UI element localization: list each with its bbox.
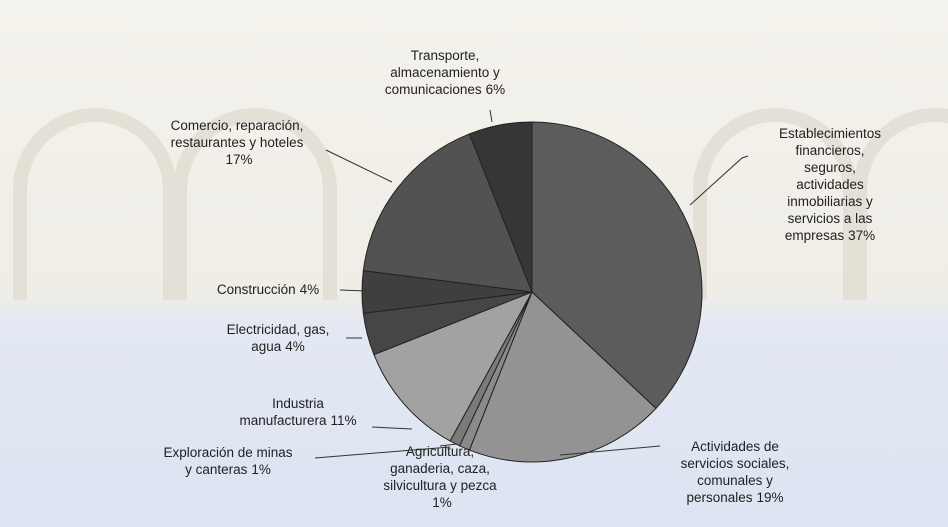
pie-slice bbox=[531, 121, 703, 410]
category-name: Comercio, reparación, restaurantes y hot… bbox=[170, 118, 304, 150]
category-name: Establecimientos financieros, seguros, a… bbox=[778, 126, 882, 243]
slice-label: Establecimientos financieros, seguros, a… bbox=[771, 125, 889, 244]
value-label: 37% bbox=[848, 228, 876, 243]
category-name: Exploración de minas y canteras bbox=[163, 445, 293, 477]
slice-label: Electricidad, gas, agua 4% bbox=[227, 321, 330, 355]
category-name: Actividades de servicios sociales, comun… bbox=[680, 439, 790, 505]
slice-label: Agricultura, ganaderia, caza, silvicultu… bbox=[383, 443, 496, 511]
pie-slice bbox=[468, 121, 533, 293]
slice-label: Industria manufacturera 11% bbox=[239, 395, 356, 429]
leader-lines bbox=[314, 109, 749, 459]
value-label: 17% bbox=[225, 152, 253, 167]
value-label: 1% bbox=[251, 462, 271, 477]
category-name: Transporte, almacenamiento y comunicacio… bbox=[384, 48, 500, 97]
pie-slice bbox=[373, 291, 534, 442]
value-label: 4% bbox=[299, 282, 320, 297]
category-name: Industria manufacturera bbox=[239, 396, 327, 428]
slice-label: Transporte, almacenamiento y comunicacio… bbox=[385, 47, 505, 98]
category-name: Electricidad, gas, agua bbox=[226, 322, 330, 354]
category-name: Construcción bbox=[216, 282, 296, 297]
pie bbox=[361, 121, 703, 463]
category-name: Agricultura, ganaderia, caza, silvicultu… bbox=[383, 444, 497, 493]
pie-slice bbox=[362, 133, 533, 293]
slice-label: Comercio, reparación, restaurantes y hot… bbox=[171, 117, 304, 168]
value-label: 6% bbox=[485, 82, 506, 97]
value-label: 4% bbox=[285, 339, 305, 354]
slice-label: Actividades de servicios sociales, comun… bbox=[681, 438, 790, 506]
value-label: 19% bbox=[756, 490, 784, 505]
slice-label: Exploración de minas y canteras 1% bbox=[163, 444, 292, 478]
value-label: 1% bbox=[432, 495, 452, 510]
value-label: 11% bbox=[330, 413, 357, 428]
slice-label: Construcción 4% bbox=[217, 281, 319, 298]
pie-slice bbox=[468, 291, 657, 463]
background-arches bbox=[13, 108, 948, 300]
